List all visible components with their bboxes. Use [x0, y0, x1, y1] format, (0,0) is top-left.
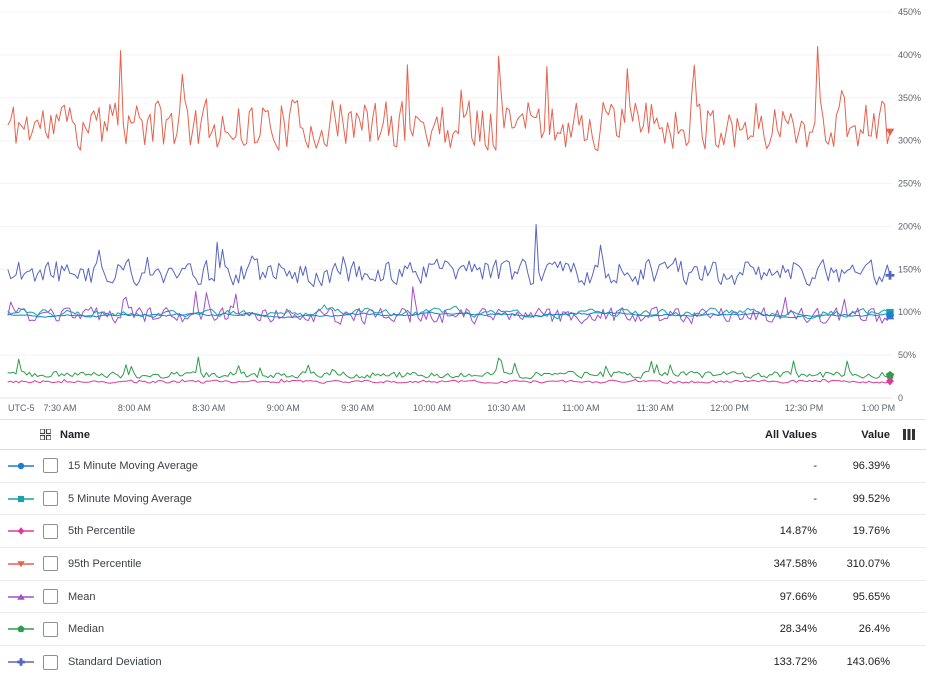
- x-axis-tick-label: 1:00 PM: [862, 403, 896, 413]
- timeseries-chart[interactable]: 450% 400% 350% 300% 250% 200% 150% 100% 50% 0 UTC-…: [0, 0, 926, 419]
- value-cell: 26.4%: [858, 623, 890, 636]
- y-axis-tick-label: 150%: [898, 264, 921, 274]
- table-row[interactable]: Median 28.34% 26.4%: [0, 613, 926, 647]
- y-axis-tick-label: 0: [898, 393, 903, 403]
- series-swatch-icon: [8, 561, 34, 568]
- y-axis-tick-label: 400%: [898, 50, 921, 60]
- x-axis-tick-label: 11:30 AM: [637, 403, 674, 413]
- series-name-label: 5 Minute Moving Average: [68, 492, 192, 505]
- series-swatch-icon: [8, 593, 34, 600]
- x-axis-tick-label: 11:00 AM: [562, 403, 599, 413]
- series-name-label: Mean: [68, 590, 96, 603]
- series-line: [7, 224, 891, 288]
- table-row[interactable]: 15 Minute Moving Average - 96.39%: [0, 450, 926, 483]
- table-row[interactable]: 5 Minute Moving Average - 99.52%: [0, 483, 926, 516]
- series-line: [7, 356, 891, 380]
- series-checkbox[interactable]: [43, 654, 58, 670]
- table-row[interactable]: Standard Deviation 133.72% 143.06%: [0, 646, 926, 679]
- value-cell: 96.39%: [852, 459, 890, 472]
- x-axis-tick-label: 9:30 AM: [341, 403, 374, 413]
- y-axis-tick-label: 100%: [898, 307, 921, 317]
- series-line: [7, 311, 891, 319]
- series-checkbox[interactable]: [43, 556, 58, 572]
- series-swatch-icon: [8, 658, 34, 667]
- all-values-cell: 347.58%: [773, 557, 817, 570]
- series-name-label: Standard Deviation: [68, 656, 162, 669]
- value-cell: 143.06%: [846, 656, 890, 669]
- series-swatch-icon: [8, 527, 34, 536]
- grid-icon[interactable]: [40, 429, 51, 440]
- x-axis-tick-label: 9:00 AM: [267, 403, 300, 413]
- series-checkbox[interactable]: [43, 523, 58, 539]
- series-checkbox[interactable]: [43, 458, 58, 474]
- x-axis-tick-label: 10:30 AM: [487, 403, 525, 413]
- table-row[interactable]: 95th Percentile 347.58% 310.07%: [0, 548, 926, 581]
- all-values-column-header: All Values: [765, 428, 817, 441]
- x-axis-tick-label: 12:30 PM: [785, 403, 824, 413]
- table-row[interactable]: Mean 97.66% 95.65%: [0, 581, 926, 614]
- all-values-cell: 133.72%: [773, 656, 817, 669]
- all-values-cell: 14.87%: [779, 525, 817, 538]
- x-axis-tick-label: 8:30 AM: [192, 403, 225, 413]
- all-values-cell: 97.66%: [779, 590, 817, 603]
- series-swatch-icon: [8, 462, 34, 470]
- legend-rows: 15 Minute Moving Average - 96.39% 5 Minute …: [0, 450, 926, 679]
- series-checkbox[interactable]: [43, 491, 58, 507]
- columns-icon[interactable]: [903, 429, 915, 440]
- value-column-header: Value: [861, 428, 890, 441]
- x-axis-tick-label: 8:00 AM: [118, 403, 151, 413]
- series-name-label: 95th Percentile: [68, 557, 142, 570]
- all-values-cell: -: [813, 492, 817, 505]
- series-swatch-icon: [8, 625, 34, 633]
- series-checkbox[interactable]: [43, 621, 58, 637]
- series-line: [7, 378, 891, 384]
- x-axis-tick-label: 12:00 PM: [710, 403, 749, 413]
- timezone-label: UTC-5: [8, 403, 35, 413]
- x-axis-tick-label: 7:30 AM: [43, 403, 76, 413]
- x-axis-tick-label: 10:00 AM: [413, 403, 451, 413]
- table-header: Name All Values Value: [0, 420, 926, 450]
- y-axis-tick-label: 50%: [898, 350, 916, 360]
- series-checkbox[interactable]: [43, 589, 58, 605]
- y-axis-tick-label: 250%: [898, 179, 921, 189]
- series-swatch-icon: [8, 495, 34, 502]
- series-line: [7, 286, 891, 325]
- y-axis-tick-label: 450%: [898, 7, 921, 17]
- all-values-cell: 28.34%: [779, 623, 817, 636]
- series-name-label: 5th Percentile: [68, 525, 136, 538]
- value-cell: 95.65%: [852, 590, 890, 603]
- y-axis-tick-label: 200%: [898, 221, 921, 231]
- y-axis-tick-label: 350%: [898, 93, 921, 103]
- timeseries-chart-panel: 450% 400% 350% 300% 250% 200% 150% 100% 50% 0 UTC-…: [0, 0, 926, 420]
- value-cell: 19.76%: [852, 525, 890, 538]
- legend-table: Name All Values Value 15 Minute Moving A…: [0, 420, 926, 679]
- value-cell: 99.52%: [852, 492, 890, 505]
- value-cell: 310.07%: [846, 557, 890, 570]
- series-name-label: 15 Minute Moving Average: [68, 459, 199, 472]
- y-axis-tick-label: 300%: [898, 136, 921, 146]
- series-line: [7, 46, 891, 152]
- name-column-header: Name: [60, 428, 90, 441]
- series-line: [7, 304, 891, 320]
- table-row[interactable]: 5th Percentile 14.87% 19.76%: [0, 515, 926, 549]
- series-name-label: Median: [68, 623, 105, 636]
- all-values-cell: -: [813, 459, 817, 472]
